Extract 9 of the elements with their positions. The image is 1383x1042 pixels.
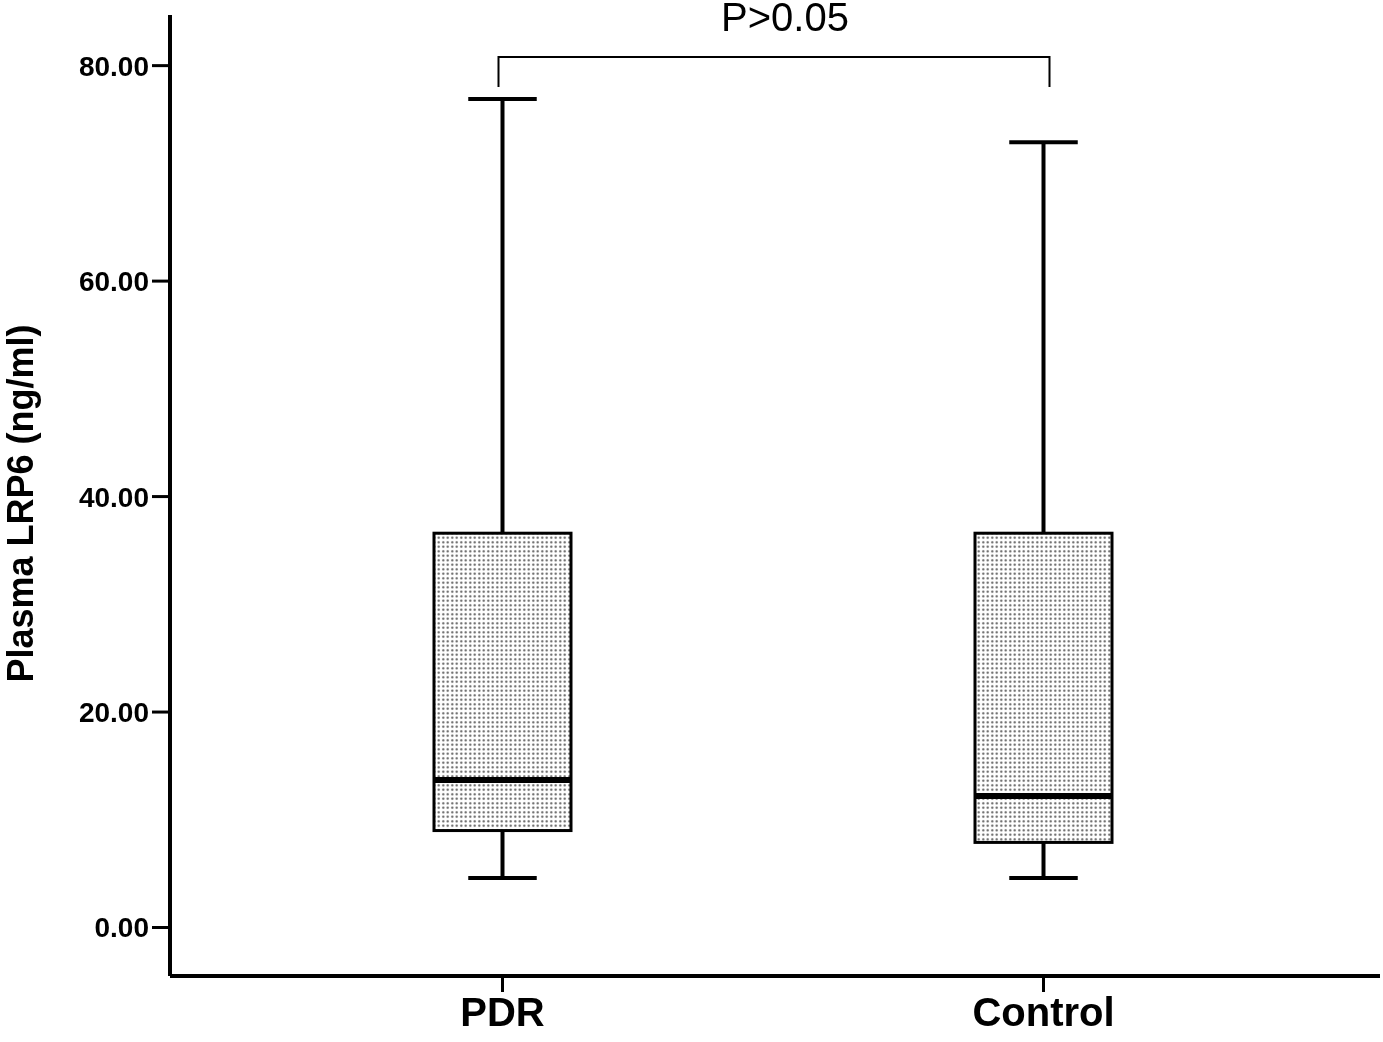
annotation: P>0.05 xyxy=(721,0,849,39)
y-tick-label: 0.00 xyxy=(94,912,149,944)
x-tick-label: PDR xyxy=(460,990,545,1035)
y-tick-label: 40.00 xyxy=(78,481,149,513)
y-axis-title: Plasma LRP6 (ng/ml) xyxy=(0,324,41,683)
x-tick-label: Control xyxy=(972,990,1115,1035)
y-tick-label: 80.00 xyxy=(78,50,149,82)
y-tick-label: 60.00 xyxy=(78,266,149,298)
y-tick-label: 20.00 xyxy=(78,696,149,728)
